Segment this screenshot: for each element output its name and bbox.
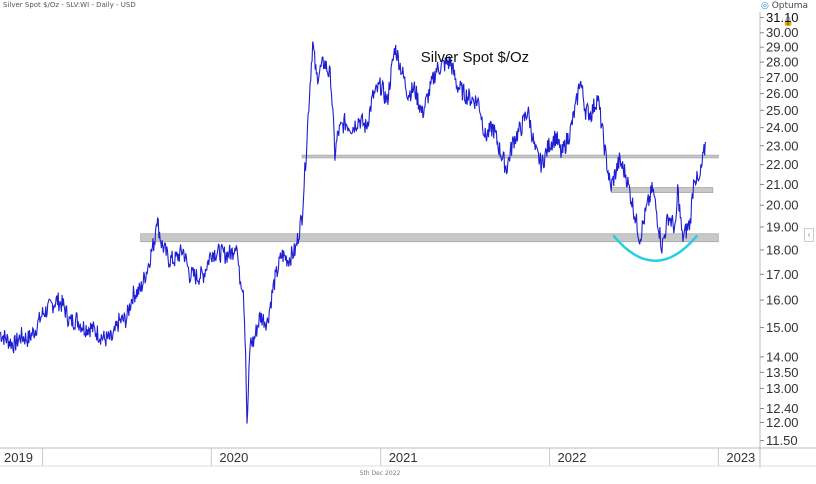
annotations — [612, 234, 698, 262]
y-tick-label: 27.00 — [766, 70, 799, 85]
y-tick-label-current: 31.10 — [766, 10, 799, 25]
y-tick-label: 13.50 — [766, 365, 799, 380]
y-tick-label: 12.00 — [766, 415, 799, 430]
y-tick-label: 25.00 — [766, 103, 799, 118]
y-tick-label: 15.00 — [766, 320, 799, 335]
y-tick-label: 28.00 — [766, 55, 799, 70]
x-tick-label: 2020 — [219, 450, 248, 465]
y-tick-label: 30.00 — [766, 25, 799, 40]
y-tick-label: 21.00 — [766, 177, 799, 192]
x-tick-label: 2021 — [389, 450, 418, 465]
price-series — [0, 41, 707, 424]
chart-title: Silver Spot $/Oz — [421, 49, 529, 66]
y-tick-label: 13.00 — [766, 381, 799, 396]
support-band — [611, 187, 714, 193]
y-tick-label: 29.00 — [766, 40, 799, 55]
optuma-logo-icon: ◎ — [760, 1, 769, 11]
x-tick-label: 2019 — [4, 450, 33, 465]
optuma-logo: ◎ Optuma — [761, 1, 808, 11]
x-axis: 2019 2020 2021 2022 2023 — [0, 447, 816, 467]
symbol-header: Silver Spot $/Oz - SLV:WI - Daily - USD — [3, 1, 136, 9]
y-tick-label: 23.00 — [766, 138, 799, 153]
y-tick-label: 17.00 — [766, 267, 799, 282]
y-tick-label: 22.00 — [766, 157, 799, 172]
x-tick-label: 2022 — [558, 450, 587, 465]
y-tick-label: 18.00 — [766, 242, 799, 257]
y-tick-label: 11.50 — [766, 433, 798, 448]
y-tick-label: 24.00 — [766, 120, 799, 135]
bottom-arc-annotation — [612, 234, 698, 262]
footer-date: 5th Dec 2022 — [359, 470, 401, 477]
y-tick-label: 12.40 — [766, 401, 799, 416]
lock-icon[interactable]: 🔒 — [782, 16, 794, 26]
support-bands — [140, 154, 719, 243]
support-band — [140, 233, 719, 243]
logo-text: Optuma — [771, 1, 808, 11]
x-tick-label: 2023 — [726, 450, 755, 465]
y-tick-label: 16.00 — [766, 293, 799, 308]
y-tick-label: 26.00 — [766, 86, 799, 101]
chevron-left-icon[interactable]: ‹ — [804, 228, 814, 242]
y-tick-label: 20.00 — [766, 198, 799, 213]
y-tick-label: 19.00 — [766, 220, 799, 235]
price-line — [0, 41, 707, 424]
y-tick-label: 14.00 — [766, 349, 799, 364]
